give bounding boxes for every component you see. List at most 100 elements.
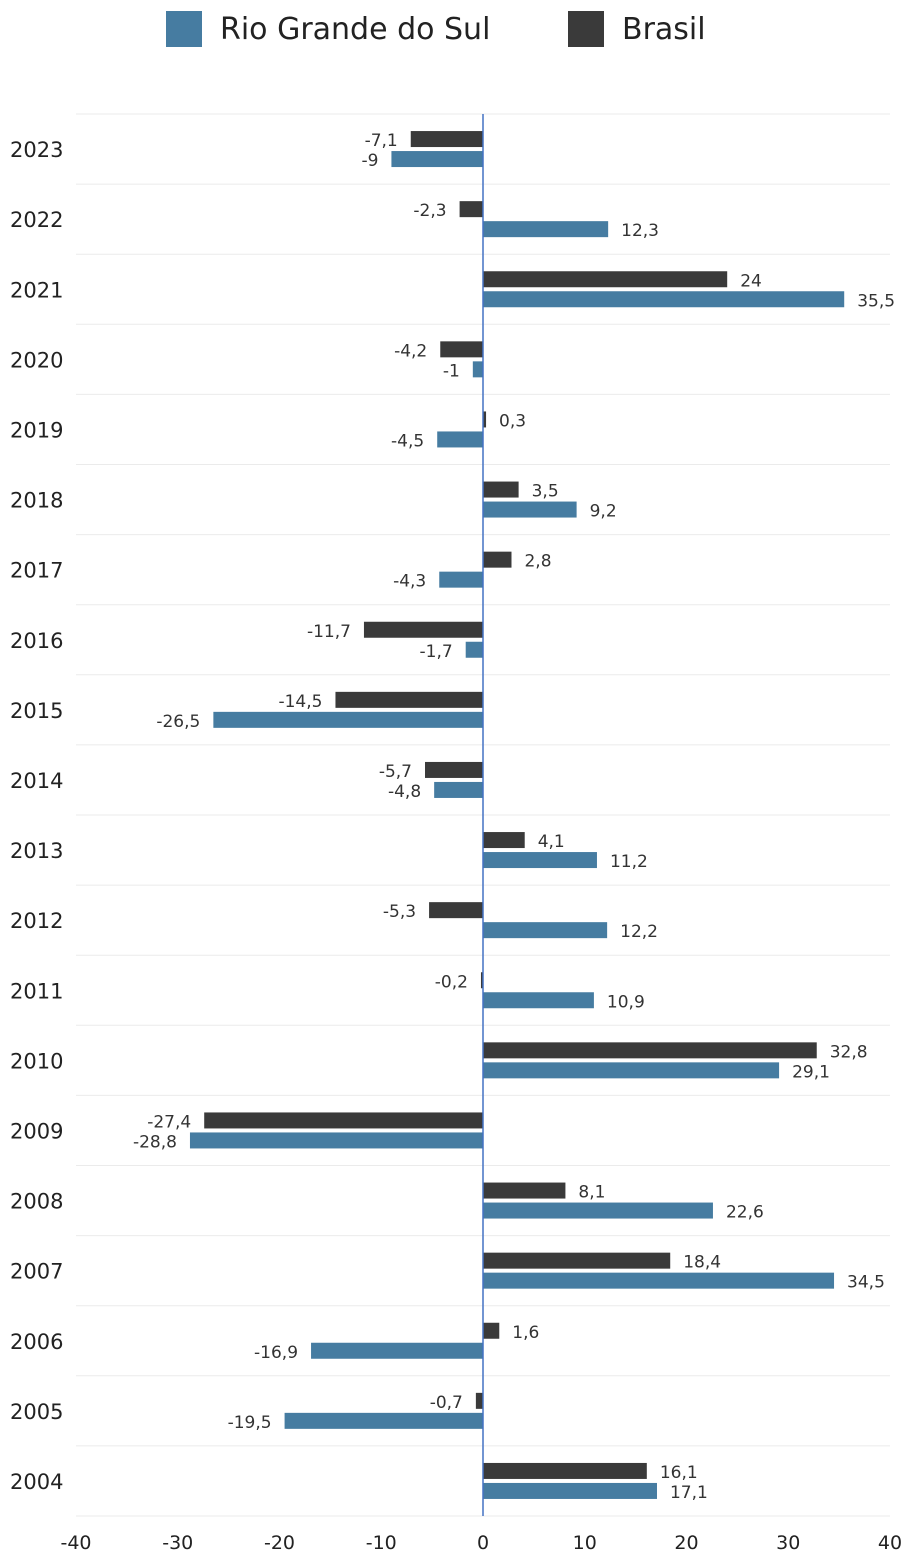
bar-brasil: [425, 761, 483, 778]
bar-rs: [465, 641, 483, 658]
data-label-brasil: -27,4: [147, 1112, 191, 1132]
data-label-rs: 22,6: [726, 1203, 764, 1223]
category-label: 2020: [10, 348, 63, 372]
data-label-brasil: 2,8: [524, 552, 551, 572]
x-tick-label: 30: [776, 1532, 800, 1554]
category-label: 2023: [10, 138, 63, 162]
bar-brasil: [204, 1112, 483, 1129]
data-label-brasil: 32,8: [830, 1042, 868, 1062]
bar-brasil: [440, 341, 483, 358]
bar-rs: [311, 1342, 483, 1359]
data-label-brasil: 24: [740, 271, 762, 291]
legend-swatch-brasil: [568, 11, 604, 47]
bar-rs: [483, 1482, 657, 1499]
data-label-brasil: 3,5: [532, 482, 559, 502]
legend-label-brasil: Brasil: [622, 11, 706, 47]
bar-brasil: [483, 1182, 566, 1199]
data-label-brasil: -5,3: [383, 902, 416, 922]
data-label-rs: 17,1: [670, 1483, 708, 1503]
data-label-rs: -19,5: [228, 1413, 272, 1433]
data-label-brasil: 1,6: [512, 1323, 539, 1343]
data-label-brasil: 16,1: [660, 1463, 698, 1483]
category-label: 2005: [10, 1400, 63, 1424]
category-label: 2012: [10, 909, 63, 933]
bar-brasil: [483, 1322, 500, 1339]
bar-brasil: [410, 131, 483, 148]
bar-brasil: [483, 411, 487, 428]
bar-rs: [483, 291, 845, 308]
legend-swatch-rio-grande-do-sul: [166, 11, 202, 47]
x-tick-label: -20: [264, 1532, 295, 1554]
legend: Rio Grande do Sul Brasil: [0, 4, 914, 54]
bar-rs: [434, 781, 483, 798]
x-tick-label: -40: [60, 1532, 91, 1554]
data-label-brasil: 0,3: [499, 411, 526, 431]
category-label: 2009: [10, 1119, 63, 1143]
data-label-brasil: -11,7: [307, 622, 351, 642]
category-label: 2021: [10, 278, 63, 302]
category-label: 2014: [10, 769, 63, 793]
data-label-rs: -1,7: [420, 642, 453, 662]
bar-brasil: [335, 691, 483, 708]
bar-rs: [483, 221, 609, 238]
data-label-rs: -9: [361, 151, 378, 171]
category-label: 2010: [10, 1049, 63, 1073]
bar-rs: [483, 1202, 713, 1219]
category-label: 2011: [10, 979, 63, 1003]
data-label-rs: 11,2: [610, 852, 648, 872]
category-label: 2006: [10, 1330, 63, 1354]
data-label-rs: 12,3: [621, 221, 659, 241]
x-tick-label: 0: [477, 1532, 489, 1554]
category-label: 2015: [10, 699, 63, 723]
data-label-rs: -4,3: [393, 572, 426, 592]
data-label-rs: 29,1: [792, 1062, 830, 1082]
bar-rs: [483, 992, 594, 1009]
data-label-brasil: -0,2: [435, 972, 468, 992]
category-label: 2018: [10, 489, 63, 513]
data-label-rs: 12,2: [620, 922, 658, 942]
data-label-brasil: -5,7: [379, 762, 412, 782]
bar-brasil: [483, 551, 512, 568]
bar-brasil: [483, 1042, 817, 1059]
data-label-rs: -26,5: [156, 712, 200, 732]
bar-rs: [213, 711, 484, 728]
data-label-rs: -4,8: [388, 782, 421, 802]
bar-brasil: [475, 1392, 483, 1409]
bar-brasil: [363, 621, 483, 638]
category-label: 2019: [10, 418, 63, 442]
legend-item-brasil: Brasil: [568, 4, 706, 54]
bar-rs: [483, 922, 608, 939]
x-tick-label: -10: [366, 1532, 397, 1554]
bar-rs: [483, 852, 597, 869]
category-label: 2007: [10, 1260, 63, 1284]
x-tick-label: 20: [674, 1532, 698, 1554]
data-label-rs: 35,5: [857, 291, 895, 311]
data-label-brasil: 18,4: [683, 1253, 721, 1273]
data-label-rs: -4,5: [391, 431, 424, 451]
data-label-rs: 9,2: [590, 502, 617, 522]
data-label-brasil: -14,5: [278, 692, 322, 712]
bar-rs: [189, 1132, 483, 1149]
bar-rs: [437, 431, 483, 448]
bar-rs: [284, 1412, 483, 1429]
bar-brasil: [483, 481, 519, 498]
bar-rs: [483, 501, 577, 518]
data-label-brasil: -2,3: [413, 201, 446, 221]
data-label-brasil: -4,2: [394, 341, 427, 361]
bar-rs: [483, 1272, 835, 1289]
bar-brasil: [483, 832, 525, 849]
bar-rs: [439, 571, 483, 588]
data-label-rs: 10,9: [607, 992, 645, 1012]
bar-brasil: [483, 1252, 671, 1269]
data-label-rs: -1: [443, 361, 460, 381]
bar-brasil: [480, 972, 483, 989]
x-tick-label: 10: [573, 1532, 597, 1554]
bar-brasil: [483, 271, 728, 288]
bar-brasil: [459, 201, 483, 218]
data-label-brasil: -7,1: [365, 131, 398, 151]
data-label-rs: -16,9: [254, 1343, 298, 1363]
category-label: 2013: [10, 839, 63, 863]
data-label-brasil: 4,1: [538, 832, 565, 852]
data-label-brasil: 8,1: [578, 1183, 605, 1203]
legend-item-rio-grande-do-sul: Rio Grande do Sul: [166, 4, 490, 54]
